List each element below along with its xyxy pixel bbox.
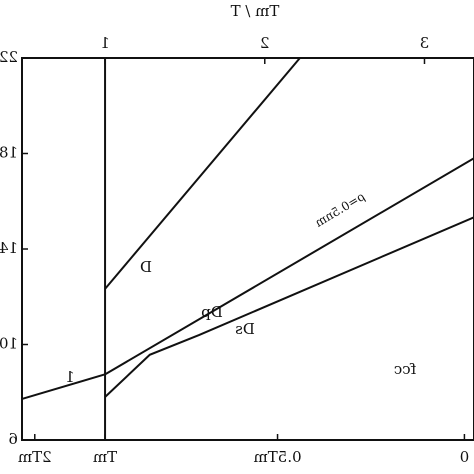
curve-label: Dp xyxy=(201,303,223,321)
curve-label: 1 xyxy=(65,368,75,386)
y-tick-label: 22 xyxy=(0,48,18,66)
curve xyxy=(104,157,474,376)
top-tick-label: 1 xyxy=(100,34,110,52)
y-tick-label: 10 xyxy=(0,335,18,353)
plot-frame xyxy=(21,57,474,441)
curve xyxy=(21,373,106,400)
mirrored-figure: Tm / T 6 10 14 18 22 1 2 3 2Tm Tm 0.5Tm 0 1 D Dp Ds ρ=0.… xyxy=(0,2,474,466)
y-tick-label: 14 xyxy=(0,239,18,257)
bottom-tick-label: 2Tm xyxy=(18,448,52,466)
top-tick-label: 3 xyxy=(420,34,430,52)
curve xyxy=(104,216,474,398)
y-tick-label: 18 xyxy=(0,144,18,162)
top-axis-title: Tm / T xyxy=(231,2,280,20)
curve-label: Ds xyxy=(235,320,255,338)
bottom-tick-label: 0 xyxy=(460,448,470,466)
curve-label: D xyxy=(140,258,152,276)
annotation: fcc xyxy=(394,360,416,378)
annotation: ρ=0.5nm xyxy=(312,189,367,230)
bottom-tick-label: Tm xyxy=(93,448,117,466)
bottom-tick-label: 0.5Tm xyxy=(254,448,302,466)
y-tick-label: 6 xyxy=(8,430,18,448)
top-tick-label: 2 xyxy=(260,34,270,52)
curve xyxy=(104,57,301,290)
